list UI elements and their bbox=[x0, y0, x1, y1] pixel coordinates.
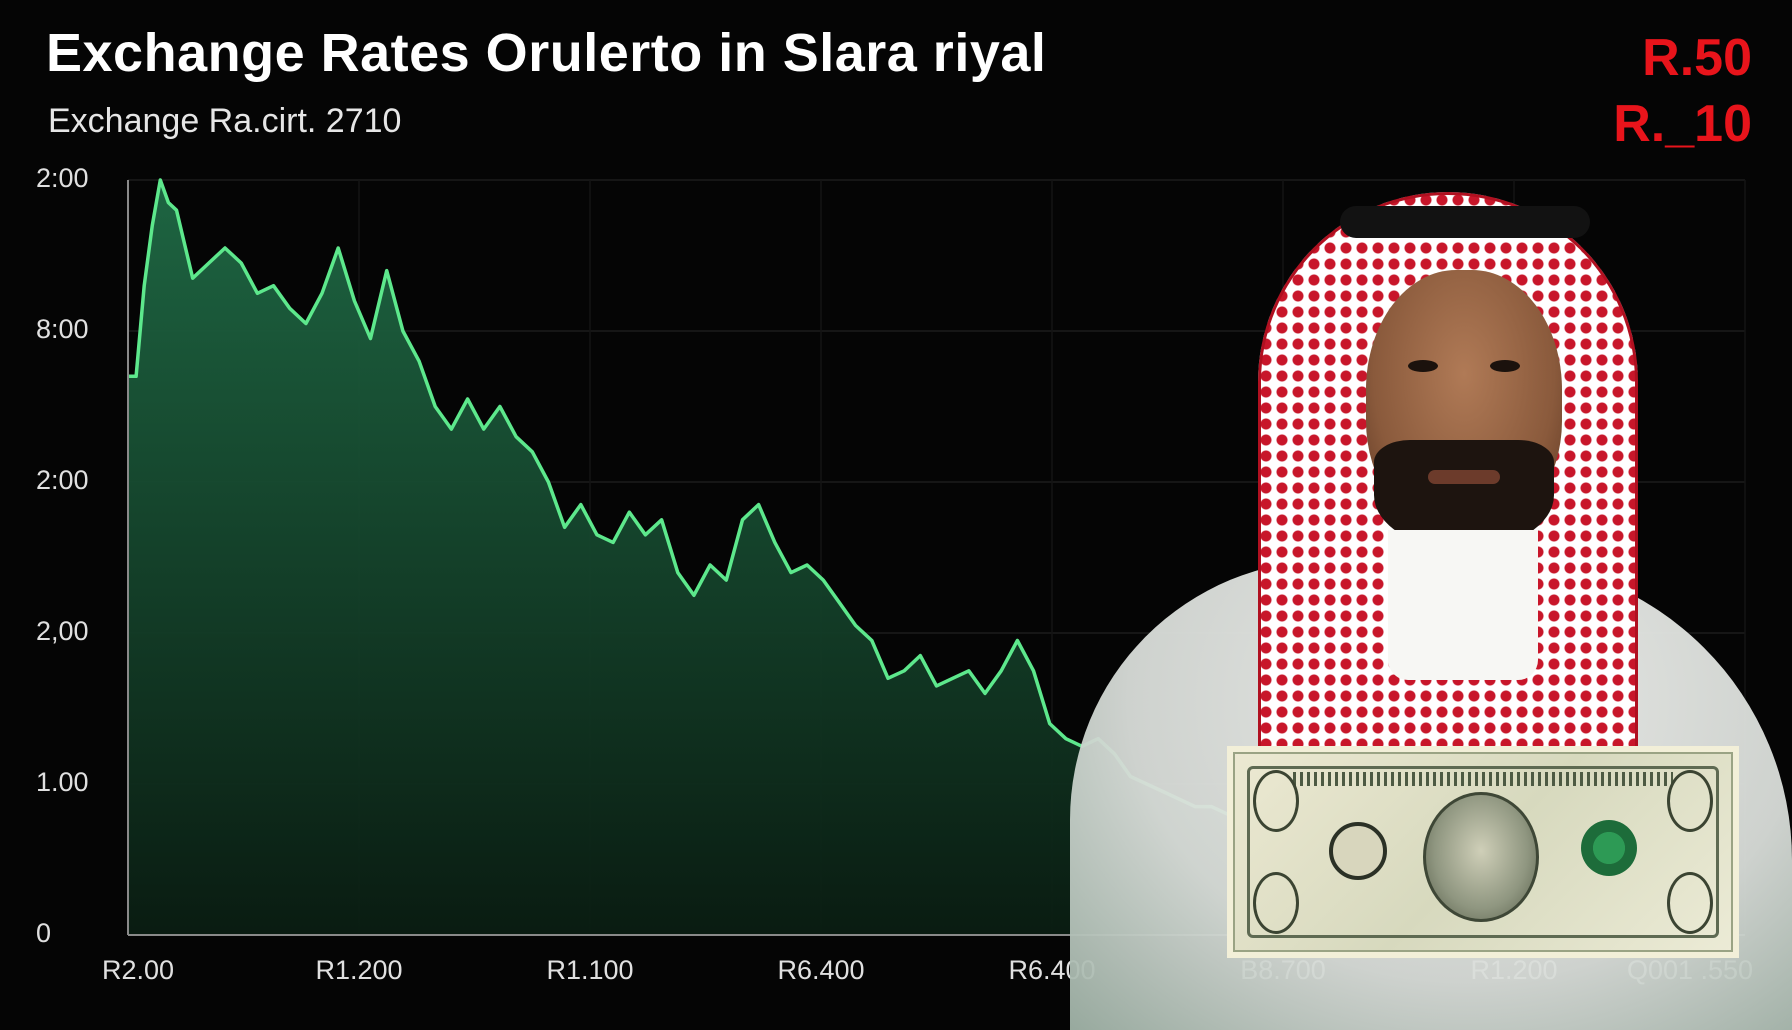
banknote-band bbox=[1293, 772, 1673, 786]
banknote-green-seal bbox=[1581, 820, 1637, 876]
chart-series-line bbox=[128, 178, 1229, 816]
banknote-corner-bl bbox=[1253, 872, 1299, 934]
y-tick-label: 0 bbox=[36, 918, 52, 948]
banknote-corner-tl bbox=[1253, 770, 1299, 832]
y-tick-label: 8:00 bbox=[36, 314, 89, 344]
y-tick-label: 2:00 bbox=[36, 163, 89, 193]
thobe-collar bbox=[1388, 530, 1538, 680]
rate-badge-bottom: R._10 bbox=[1613, 95, 1752, 153]
y-tick-label: 2:00 bbox=[36, 465, 89, 495]
dollar-banknote-image bbox=[1227, 746, 1739, 958]
left-eye bbox=[1408, 360, 1438, 372]
y-tick-label: 1.00 bbox=[36, 767, 89, 797]
rate-badge-top: R.50 bbox=[1642, 29, 1752, 87]
x-tick-label: R6.400 bbox=[777, 955, 865, 985]
banknote-border bbox=[1247, 766, 1719, 938]
chart-title: Exchange Rates Orulerto in Slara riyal bbox=[46, 23, 1047, 83]
banknote-portrait bbox=[1423, 792, 1539, 922]
banknote-left-seal bbox=[1329, 822, 1387, 880]
banknote-corner-br bbox=[1667, 872, 1713, 934]
x-tick-label: R1.200 bbox=[315, 955, 403, 985]
x-tick-label: R2.00 bbox=[101, 955, 175, 985]
y-tick-label: 2,00 bbox=[36, 616, 89, 646]
chart-subtitle: Exchange Ra.cirt. 2710 bbox=[48, 102, 402, 140]
chart-area-fill bbox=[128, 180, 1228, 935]
man-in-ghutra-photo bbox=[1070, 170, 1792, 1030]
banknote-corner-tr bbox=[1667, 770, 1713, 832]
black-igal bbox=[1340, 206, 1590, 238]
x-tick-label: R1.100 bbox=[546, 955, 634, 985]
mouth bbox=[1428, 470, 1500, 484]
right-eye bbox=[1490, 360, 1520, 372]
